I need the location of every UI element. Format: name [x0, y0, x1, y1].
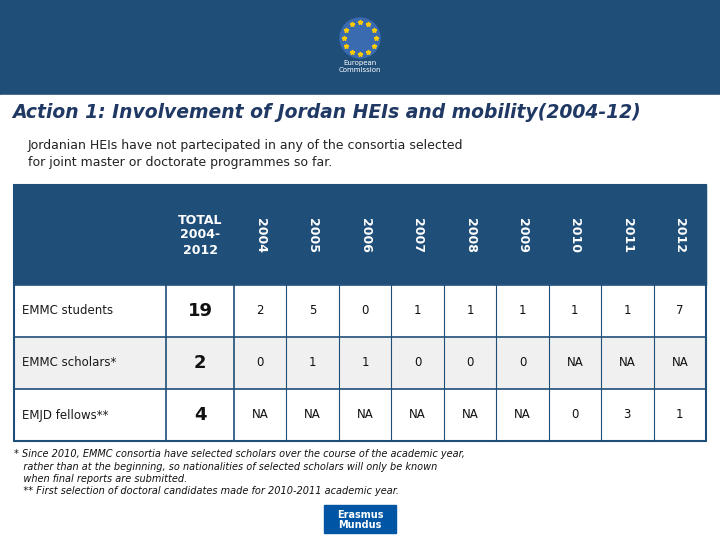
Text: NA: NA — [514, 408, 531, 422]
Text: 7: 7 — [676, 305, 683, 318]
Text: Jordanian HEIs have not partecipated in any of the consortia selected: Jordanian HEIs have not partecipated in … — [28, 139, 464, 152]
Text: 2007: 2007 — [411, 218, 424, 253]
Text: Erasmus: Erasmus — [337, 510, 383, 520]
Text: NA: NA — [409, 408, 426, 422]
Text: 1: 1 — [309, 356, 316, 369]
Bar — [14, 185, 706, 285]
Text: 2006: 2006 — [359, 218, 372, 252]
Text: 1: 1 — [467, 305, 474, 318]
Text: NA: NA — [619, 356, 636, 369]
Text: 1: 1 — [571, 305, 579, 318]
Circle shape — [340, 18, 380, 58]
Text: NA: NA — [356, 408, 374, 422]
Text: European
Commission: European Commission — [338, 60, 382, 73]
Text: 1: 1 — [624, 305, 631, 318]
Text: 2: 2 — [194, 354, 206, 372]
Bar — [324, 505, 396, 533]
Text: for joint master or doctorate programmes so far.: for joint master or doctorate programmes… — [28, 156, 332, 169]
Text: TOTAL
2004-
2012: TOTAL 2004- 2012 — [178, 213, 222, 256]
Text: 1: 1 — [518, 305, 526, 318]
Text: 2005: 2005 — [306, 218, 319, 253]
Text: 1: 1 — [676, 408, 683, 422]
Text: 2011: 2011 — [621, 218, 634, 253]
Text: NA: NA — [462, 408, 478, 422]
Text: 2010: 2010 — [568, 218, 581, 253]
Text: 3: 3 — [624, 408, 631, 422]
Bar — [14, 285, 706, 337]
Bar — [0, 0, 720, 95]
Text: 0: 0 — [256, 356, 264, 369]
Text: Action 1: Involvement of Jordan HEIs and mobility(2004-12): Action 1: Involvement of Jordan HEIs and… — [12, 103, 641, 122]
Text: 19: 19 — [187, 302, 212, 320]
Text: NA: NA — [305, 408, 321, 422]
Text: Mundus: Mundus — [338, 520, 382, 530]
Text: 0: 0 — [361, 305, 369, 318]
Text: 2012: 2012 — [673, 218, 686, 253]
Text: EMJD fellows**: EMJD fellows** — [22, 408, 109, 422]
Text: NA: NA — [567, 356, 583, 369]
Text: 2: 2 — [256, 305, 264, 318]
Text: 0: 0 — [571, 408, 579, 422]
Bar — [14, 185, 706, 441]
Text: rather than at the beginning, so nationalities of selected scholars will only be: rather than at the beginning, so nationa… — [14, 462, 437, 471]
Text: 0: 0 — [467, 356, 474, 369]
Text: NA: NA — [252, 408, 269, 422]
Text: 1: 1 — [414, 305, 421, 318]
Text: 2008: 2008 — [464, 218, 477, 252]
Text: 0: 0 — [414, 356, 421, 369]
Text: 2009: 2009 — [516, 218, 529, 252]
Bar — [14, 389, 706, 441]
Text: ** First selection of doctoral candidates made for 2010-2011 academic year.: ** First selection of doctoral candidate… — [14, 487, 399, 496]
Text: 5: 5 — [309, 305, 316, 318]
Bar — [14, 337, 706, 389]
Bar — [0, 95, 720, 540]
Text: 2004: 2004 — [253, 218, 266, 253]
Text: * Since 2010, EMMC consortia have selected scholars over the course of the acade: * Since 2010, EMMC consortia have select… — [14, 449, 465, 459]
Text: when final reports are submitted.: when final reports are submitted. — [14, 474, 187, 484]
Text: 1: 1 — [361, 356, 369, 369]
Text: EMMC scholars*: EMMC scholars* — [22, 356, 117, 369]
Text: 4: 4 — [194, 406, 206, 424]
Text: NA: NA — [672, 356, 688, 369]
Text: 0: 0 — [518, 356, 526, 369]
Text: EMMC students: EMMC students — [22, 305, 113, 318]
